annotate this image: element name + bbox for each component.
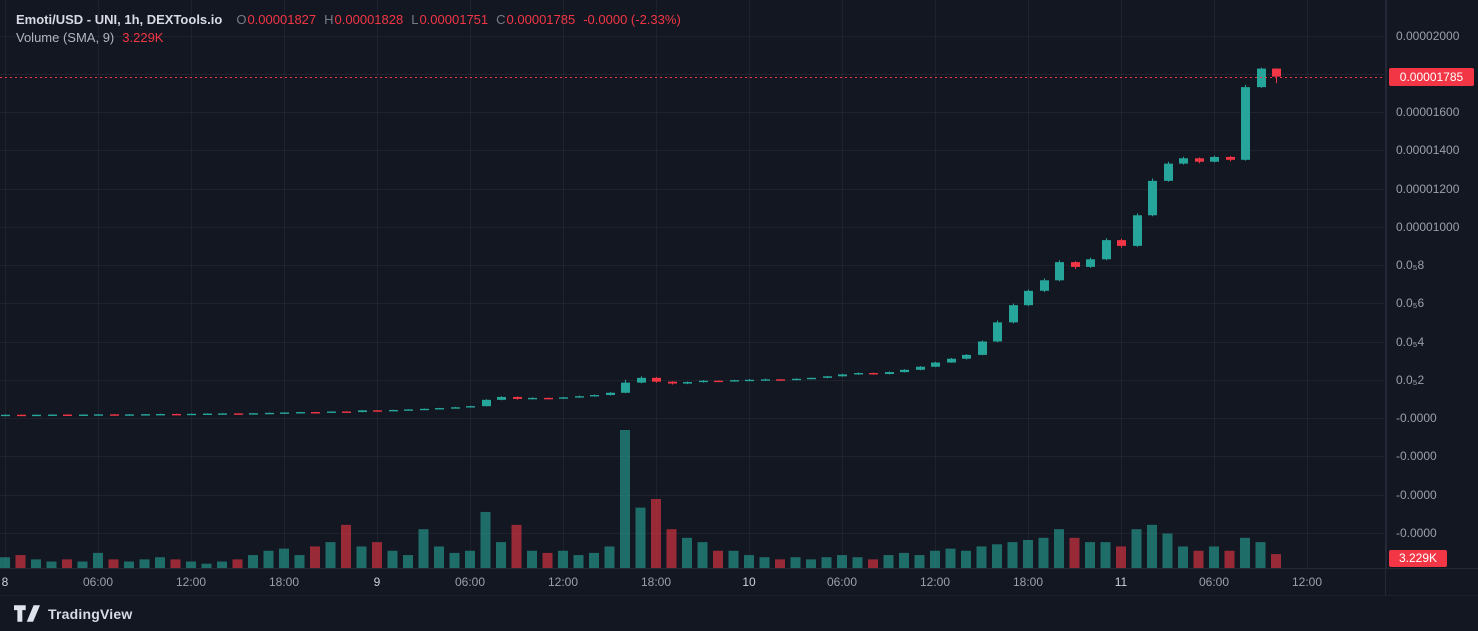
symbol-title[interactable]: Emoti/USD - UNI, 1h, DEXTools.io: [16, 11, 223, 27]
ohlc-low-label: L: [411, 11, 419, 27]
ohlc-low-value: 0.00001751: [419, 11, 489, 27]
price-axis-label: 0.00001200: [1396, 181, 1460, 196]
price-axis[interactable]: 0.00002000 0.00001600 0.00001400 0.00001200…: [1386, 0, 1478, 568]
time-axis-label: 12:00: [919, 575, 951, 589]
price-axis-label: -0.0000: [1396, 411, 1437, 425]
ohlc-open-value: 0.00001827: [247, 11, 317, 27]
ohlc-change-value: -0.0000 (-2.33%): [583, 11, 681, 27]
time-axis-day-label: 9: [373, 575, 381, 589]
time-axis-label: 06:00: [82, 575, 114, 589]
current-price-badge: 0.00001785: [1389, 67, 1474, 86]
price-axis-label: 0.00002000: [1396, 28, 1460, 43]
price-axis-label: 0.00001600: [1396, 105, 1460, 119]
ohlc-close-label: C: [496, 11, 506, 27]
price-axis-label: 0.00001000: [1396, 219, 1460, 234]
volume-value-badge: 3.229K: [1389, 550, 1447, 567]
legend-volume-row: Volume (SMA, 9) 3.229K: [16, 28, 681, 46]
ohlc-open-label: O: [236, 11, 247, 27]
price-axis-label: -0.0000: [1396, 525, 1437, 540]
time-axis-label: 18:00: [268, 575, 300, 589]
chart-legend: Emoti/USD - UNI, 1h, DEXTools.io O 0.0000…: [16, 10, 681, 46]
time-axis-label: 18:00: [640, 575, 672, 589]
time-axis-label: 06:00: [1198, 575, 1230, 589]
tradingview-logo[interactable]: TradingView: [14, 605, 132, 622]
volume-indicator-label[interactable]: Volume (SMA, 9): [16, 29, 115, 45]
ohlc-high-value: 0.00001828: [334, 11, 404, 27]
ohlc-close-value: 0.00001785: [506, 11, 576, 27]
time-axis-label: 12:00: [175, 575, 207, 589]
ohlc-high-label: H: [324, 11, 334, 27]
price-axis-label: 0.00001400: [1396, 143, 1460, 158]
time-axis-label: 06:00: [826, 575, 858, 589]
footer-bar: TradingView: [0, 595, 1478, 631]
price-axis-label: 0.0₅4: [1396, 334, 1425, 349]
axis-separator-line: [1385, 0, 1386, 595]
time-axis[interactable]: 8 06:00 12:00 18:00 9 06:00 12:00 18:00 10 06:00 1…: [0, 568, 1478, 595]
tradingview-logo-icon: [14, 605, 40, 622]
price-axis-label: 0.0₅6: [1396, 296, 1425, 311]
time-axis-day-label: 10: [742, 575, 756, 589]
tradingview-brand-text: TradingView: [48, 605, 133, 622]
legend-title-row: Emoti/USD - UNI, 1h, DEXTools.io O 0.0000…: [16, 10, 681, 28]
candlestick-chart[interactable]: [0, 0, 1385, 568]
time-axis-label: 06:00: [454, 575, 486, 589]
time-axis-label: 18:00: [1012, 575, 1044, 589]
price-axis-label: 0.0₅2: [1396, 372, 1425, 387]
price-axis-label: -0.0000: [1396, 487, 1437, 502]
time-axis-day-label: 8: [1, 575, 9, 589]
time-axis-day-label: 11: [1114, 575, 1128, 589]
volume-sma-value: 3.229K: [122, 29, 164, 45]
price-axis-label: -0.0000: [1396, 449, 1437, 464]
chart-plot-area[interactable]: Emoti/USD - UNI, 1h, DEXTools.io O 0.0000…: [0, 0, 1385, 568]
time-axis-label: 12:00: [1291, 575, 1323, 589]
price-axis-label: 0.0₅8: [1396, 258, 1425, 272]
time-axis-label: 12:00: [547, 575, 579, 589]
